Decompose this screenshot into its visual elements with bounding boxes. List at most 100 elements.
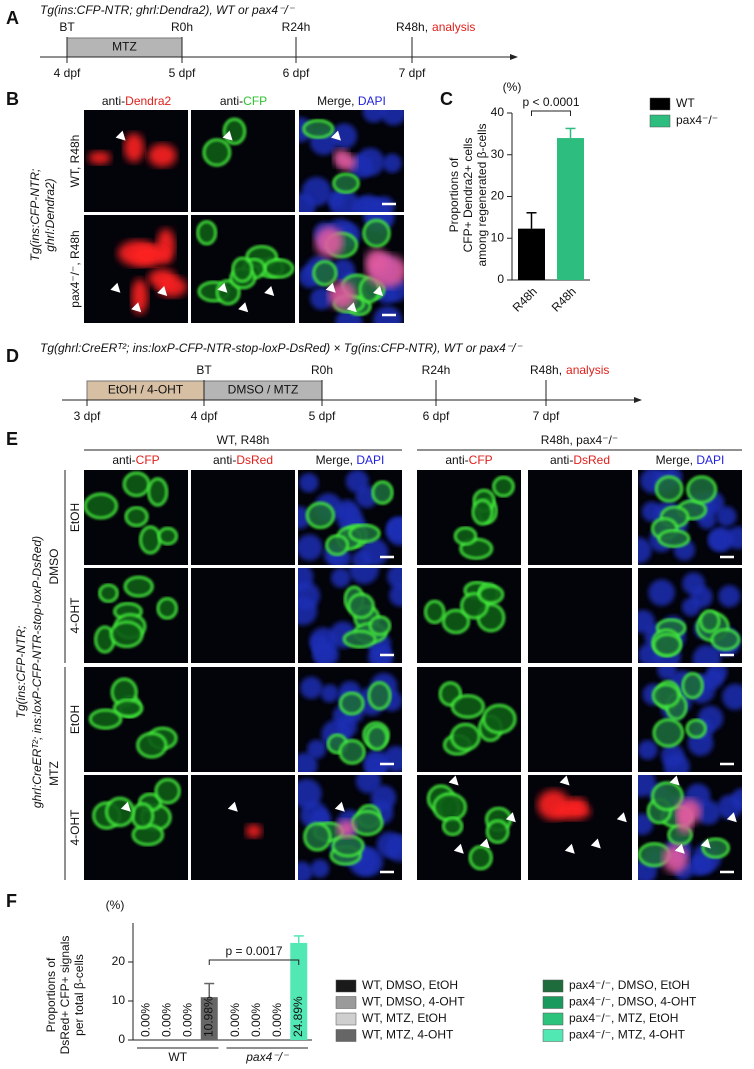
- micrograph: [191, 110, 295, 212]
- cell: [441, 608, 471, 635]
- significance-label: p < 0.0001: [522, 95, 579, 109]
- micrograph: [191, 470, 295, 565]
- column-header-part: DAPI: [696, 453, 724, 467]
- day-label: 7 dpf: [399, 66, 426, 80]
- cell: [154, 778, 181, 805]
- legend-swatch: [335, 1029, 357, 1042]
- column-header-part: DAPI: [356, 453, 384, 467]
- micrograph: [84, 110, 188, 212]
- nucleus: [307, 739, 327, 759]
- nucleus: [707, 529, 730, 551]
- cell: [263, 258, 295, 279]
- arrowhead: [700, 838, 711, 849]
- red-signal: [336, 819, 356, 838]
- cell: [196, 220, 218, 246]
- bar: [200, 997, 218, 1040]
- legend-label: pax4⁻/⁻, MTZ, 4-OHT: [569, 1028, 686, 1042]
- analysis-label: analysis: [566, 363, 609, 377]
- legend-swatch: [335, 1012, 357, 1026]
- panel-letter: B: [6, 89, 19, 109]
- value-label: 10.98%: [201, 996, 215, 1037]
- nucleus: [373, 305, 403, 323]
- column-header: anti-DsRed: [213, 453, 273, 467]
- cell: [332, 172, 360, 194]
- arrowhead: [157, 286, 168, 296]
- legend-label: pax4⁻/⁻, DMSO, EtOH: [569, 978, 690, 992]
- column-header-part: anti-: [550, 453, 573, 467]
- legend-swatch: [335, 996, 357, 1009]
- micrograph: [191, 215, 295, 323]
- micrograph: [84, 667, 188, 772]
- cell: [347, 592, 375, 620]
- cell: [350, 809, 384, 837]
- y-tick-label: 20: [491, 189, 505, 203]
- legend-swatch: [542, 996, 564, 1009]
- micrograph: [298, 667, 402, 772]
- day-label: 3 dpf: [74, 409, 101, 423]
- nucleus: [387, 568, 402, 589]
- micrograph-bg: [191, 568, 295, 663]
- nucleus: [726, 526, 742, 550]
- micrograph: [298, 568, 402, 663]
- arrowhead: [331, 130, 341, 141]
- column-header-part: DAPI: [358, 94, 386, 108]
- cell: [468, 845, 493, 871]
- bar: [518, 228, 545, 280]
- timepoint-label: R48h, analysis: [396, 20, 475, 34]
- y-axis-label: DsRed+ CFP+ signals: [58, 936, 72, 1055]
- cell: [105, 796, 135, 828]
- y-axis-label: Proportions of: [447, 157, 461, 232]
- cell: [202, 138, 232, 167]
- side-label: ghrl:CreERᵀ²; ins:loxP-CFP-NTR-stop-loxP…: [30, 536, 44, 808]
- cell: [699, 609, 721, 633]
- micrograph-bg: [191, 775, 295, 880]
- arrowhead: [110, 282, 121, 293]
- analysis-label: analysis: [432, 20, 475, 34]
- y-tick-label: 0: [497, 272, 504, 286]
- column-header-part: Dendra2: [125, 94, 171, 108]
- nucleus: [682, 572, 705, 595]
- column-header-part: DsRed: [236, 453, 273, 467]
- group-header: R48h, pax4⁻/⁻: [541, 433, 618, 447]
- micrograph: [638, 775, 742, 880]
- cell: [88, 708, 123, 730]
- arrowhead: [115, 130, 126, 141]
- arrowhead: [217, 282, 228, 293]
- day-label: 6 dpf: [283, 66, 310, 80]
- cell: [652, 718, 685, 748]
- column-header-part: Merge,: [656, 453, 697, 467]
- legend-label: WT: [676, 96, 695, 110]
- red-signal: [662, 844, 689, 874]
- arrowhead: [616, 812, 627, 823]
- column-header-part: Merge,: [317, 94, 358, 108]
- unit-label: (%): [106, 898, 125, 912]
- micrograph: [528, 667, 632, 772]
- nucleus: [356, 194, 382, 212]
- nucleus: [638, 537, 652, 564]
- micrograph: [84, 568, 188, 663]
- y-tick-label: 10: [491, 230, 505, 244]
- group-header: WT, R48h: [217, 433, 270, 447]
- row-label: EtOH: [68, 705, 82, 734]
- nucleus: [312, 642, 334, 663]
- arrowhead: [120, 801, 131, 812]
- cell: [305, 501, 336, 530]
- legend-swatch: [335, 979, 357, 993]
- micrograph: [417, 667, 521, 772]
- cell: [362, 218, 391, 248]
- row-label: EtOH: [68, 503, 82, 532]
- cell: [453, 526, 478, 546]
- value-label: 0.00%: [270, 1003, 284, 1037]
- red-signal: [123, 133, 145, 163]
- column-header-part: anti-: [112, 453, 135, 467]
- nucleus: [364, 755, 388, 772]
- cell: [147, 477, 169, 507]
- red-signal: [537, 789, 570, 820]
- timepoint-label: R24h: [422, 363, 451, 377]
- nucleus: [370, 785, 397, 811]
- cell: [124, 506, 149, 528]
- cell: [157, 526, 179, 546]
- cell: [432, 792, 467, 823]
- cell: [84, 492, 119, 520]
